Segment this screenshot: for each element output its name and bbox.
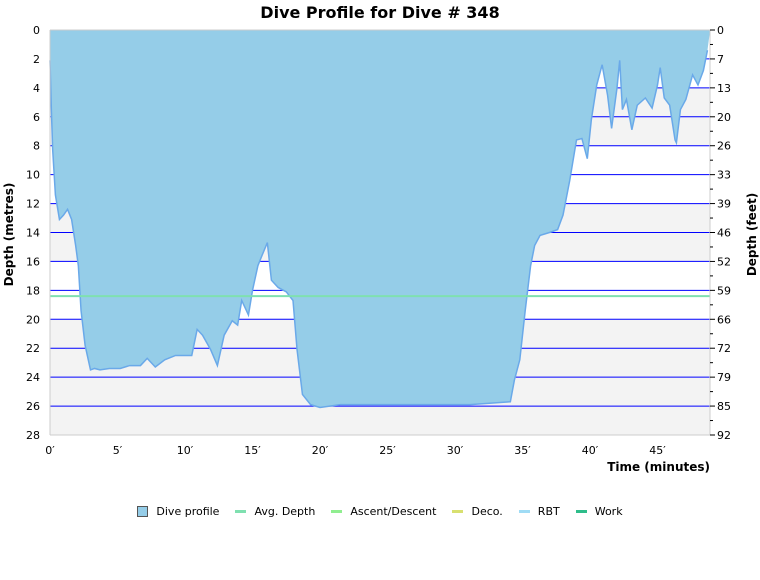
y-tick-label: 26 [26, 400, 40, 413]
y-tick-label: 10 [26, 169, 40, 182]
x-tick-label: 45′ [649, 444, 666, 457]
legend-item: Ascent/Descent [331, 505, 436, 518]
legend-label: Work [594, 505, 623, 518]
y-axis-label: Depth (metres) [2, 183, 16, 287]
legend-label: RBT [537, 505, 560, 518]
y-right-tick-label: 13 [717, 82, 731, 95]
y-tick-label: 0 [33, 24, 40, 37]
legend-swatch [575, 510, 587, 513]
y-right-tick-label: 39 [717, 198, 731, 211]
y-tick-label: 4 [33, 82, 40, 95]
y-right-tick-label: 33 [717, 169, 731, 182]
y-tick-label: 24 [26, 371, 40, 384]
x-tick-label: 20′ [312, 444, 329, 457]
y-right-tick-label: 7 [717, 53, 724, 66]
y-right-tick-label: 79 [717, 371, 731, 384]
y-tick-label: 28 [26, 429, 40, 442]
legend-item: Avg. Depth [235, 505, 315, 518]
legend-swatch [452, 510, 464, 513]
y-right-tick-label: 72 [717, 342, 731, 355]
legend: Dive profile Avg. Depth Ascent/Descent Deco… [0, 505, 760, 518]
legend-label: Dive profile [156, 505, 220, 518]
y-tick-label: 14 [26, 227, 40, 240]
legend-swatch [331, 510, 343, 513]
y-tick-label: 6 [33, 111, 40, 124]
x-tick-label: 5′ [113, 444, 123, 457]
chart-title: Dive Profile for Dive # 348 [260, 3, 500, 22]
y-right-tick-label: 85 [717, 400, 731, 413]
legend-item: Dive profile [137, 505, 219, 518]
y-tick-label: 22 [26, 342, 40, 355]
y-axis-label-right: Depth (feet) [745, 193, 759, 276]
y-right-tick-label: 20 [717, 111, 731, 124]
y-right-tick-label: 46 [717, 227, 731, 240]
y-right-tick-label: 66 [717, 313, 731, 326]
legend-swatch [235, 510, 247, 513]
legend-item: Deco. [452, 505, 503, 518]
x-tick-label: 30′ [447, 444, 464, 457]
dive-profile-area [50, 30, 711, 408]
legend-swatch [137, 506, 149, 517]
y-right-tick-label: 92 [717, 429, 731, 442]
x-tick-label: 0′ [45, 444, 55, 457]
y-tick-label: 20 [26, 313, 40, 326]
x-tick-label: 15′ [244, 444, 261, 457]
y-right-tick-label: 0 [717, 24, 724, 37]
y-tick-label: 16 [26, 255, 40, 268]
x-tick-label: 35′ [514, 444, 531, 457]
y-tick-label: 18 [26, 284, 40, 297]
legend-label: Avg. Depth [254, 505, 316, 518]
legend-item: Work [575, 505, 623, 518]
y-tick-label: 2 [33, 53, 40, 66]
dive-profile-line [49, 50, 709, 409]
plot-area: 0246810121416182022242628071320263339465… [2, 24, 759, 474]
x-axis-label: Time (minutes) [607, 460, 710, 474]
y-right-tick-label: 52 [717, 255, 731, 268]
legend-label: Ascent/Descent [350, 505, 437, 518]
legend-item: RBT [518, 505, 560, 518]
legend-label: Deco. [471, 505, 503, 518]
x-tick-label: 10′ [177, 444, 194, 457]
y-right-tick-label: 26 [717, 140, 731, 153]
x-tick-label: 25′ [379, 444, 396, 457]
y-tick-label: 12 [26, 198, 40, 211]
y-right-tick-label: 59 [717, 284, 731, 297]
x-tick-label: 40′ [582, 444, 599, 457]
legend-swatch [518, 510, 530, 513]
y-tick-label: 8 [33, 140, 40, 153]
